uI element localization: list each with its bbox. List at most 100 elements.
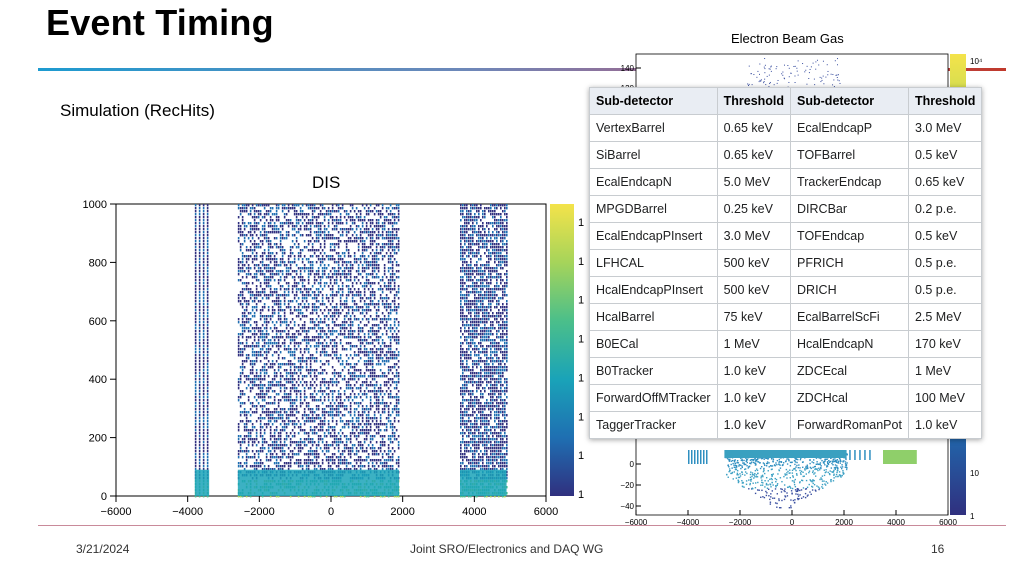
heatmap-cell [245,285,248,288]
heatmap-cell [261,315,264,318]
heatmap-cell [337,393,340,396]
heatmap-cell [343,468,346,471]
heatmap-cell [774,488,777,490]
heatmap-cell [331,330,334,333]
heatmap-cell [361,339,364,342]
heatmap-cell [301,216,304,219]
heatmap-cell [303,324,306,327]
heatmap-cell [291,420,294,423]
heatmap-cell [265,369,268,372]
heatmap-cell [341,369,344,372]
heatmap-cell [325,441,328,444]
heatmap-cell [838,80,840,82]
heatmap-cell [295,459,298,462]
heatmap-cell [771,475,773,477]
heatmap-cell [237,426,240,429]
heatmap-cell [255,264,258,267]
heatmap-cell [335,273,338,276]
heatmap-cell [351,297,354,300]
heatmap-cell [339,258,342,261]
heatmap-cell [307,273,310,276]
heatmap-cell [281,336,284,339]
heatmap-cell [361,264,364,267]
y-tick-label: 0 [630,460,635,469]
heatmap-cell [799,467,801,469]
heatmap-cell [826,466,828,468]
heatmap-cell [267,279,270,282]
heatmap-cell [766,492,768,494]
heatmap-cell [832,464,834,466]
heatmap-cell [788,81,790,83]
heatmap-cell [357,360,360,363]
heatmap-cell [799,481,801,484]
heatmap-cell [323,303,326,306]
heatmap-cell [327,276,330,279]
heatmap-cell [363,345,366,348]
heatmap-cell [809,491,811,493]
heatmap-cell [237,342,240,345]
heatmap-cell [289,462,292,465]
heatmap-cell [345,420,348,423]
heatmap-cell [347,342,350,345]
heatmap-cell [283,300,286,303]
heatmap-cell [289,375,292,378]
heatmap-cell [267,231,270,234]
heatmap-cell [247,291,250,294]
heatmap-cell [255,309,258,312]
heatmap-cell [202,408,205,411]
heatmap-cell [325,282,328,285]
heatmap-cell [245,288,248,291]
heatmap-cell [333,351,336,354]
heatmap-cell [263,372,266,375]
heatmap-cell [293,285,296,288]
heatmap-cell [281,309,284,312]
heatmap-cell [359,468,362,471]
heatmap-cell [297,309,300,312]
heatmap-cell [783,475,785,478]
heatmap-cell [337,405,340,408]
heatmap-cell [259,213,262,216]
heatmap-cell [311,453,314,456]
heatmap-cell [339,363,342,366]
heatmap-cell [361,375,364,378]
heatmap-cell [363,348,366,351]
heatmap-cell [359,462,362,465]
heatmap-cell [239,324,242,327]
heatmap-cell [321,231,324,234]
heatmap-cell [194,225,197,228]
heatmap-cell [367,234,370,237]
heatmap-cell [281,444,284,447]
heatmap-cell [805,488,808,490]
heatmap-cell [327,432,330,435]
heatmap-cell [253,468,256,471]
heatmap-cell [285,219,288,222]
heatmap-cell [251,411,254,414]
heatmap-cell [321,261,324,264]
heatmap-cell [293,348,296,351]
heatmap-cell [333,345,336,348]
heatmap-cell [315,345,318,348]
heatmap-cell [349,336,352,339]
heatmap-cell [198,285,201,288]
heatmap-cell [367,354,370,357]
heatmap-cell [301,357,304,360]
heatmap-cell [325,435,328,438]
heatmap-cell [202,303,205,306]
heatmap-cell [343,414,346,417]
heatmap-cell [793,480,795,482]
heatmap-cell [313,336,316,339]
heatmap-cell [289,381,292,384]
heatmap-cell [277,264,280,267]
heatmap-cell [237,216,240,219]
heatmap-cell [317,405,320,408]
heatmap-cell [206,234,209,237]
heatmap-cell [255,279,258,282]
heatmap-cell [289,222,292,225]
heatmap-cell [279,243,282,246]
heatmap-cell [255,222,258,225]
heatmap-cell [315,249,318,252]
heatmap-cell [202,285,205,288]
heatmap-cell [832,84,834,86]
heatmap-cell [305,462,308,465]
heatmap-cell [206,465,209,468]
